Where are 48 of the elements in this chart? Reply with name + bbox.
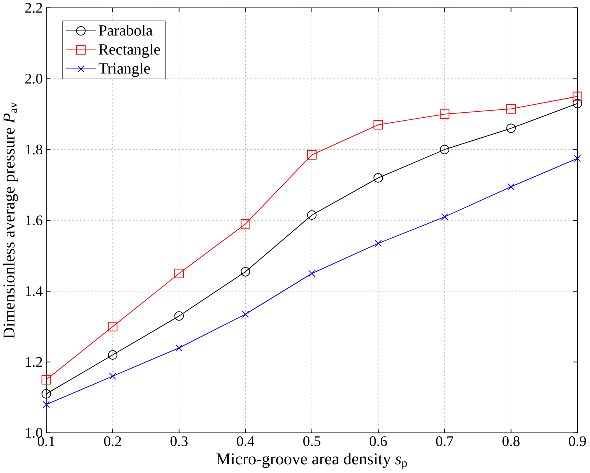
point	[572, 92, 582, 102]
x-tick-label: 0.9	[569, 436, 586, 447]
x-tick-label: 0.1	[38, 436, 55, 447]
point	[441, 214, 448, 221]
legend-label: Triangle	[98, 63, 150, 78]
point	[240, 220, 250, 230]
x-tick-label: 0.8	[502, 436, 520, 447]
point	[572, 99, 582, 109]
point	[43, 401, 50, 408]
point	[42, 375, 52, 385]
point	[42, 390, 52, 400]
point	[307, 150, 317, 160]
y-tick-label: 2.2	[26, 3, 42, 14]
point	[440, 145, 450, 155]
x-tick-label: 0.3	[170, 436, 188, 447]
x-tick-label: 0.2	[104, 436, 122, 447]
point	[242, 311, 250, 318]
point	[375, 240, 382, 248]
point	[374, 173, 384, 184]
point	[109, 373, 116, 380]
x-tick-label: 0.5	[304, 436, 321, 447]
y-tick-label: 1.6	[26, 216, 43, 226]
point	[240, 267, 250, 277]
point	[506, 124, 516, 134]
legend-label: Rectangle	[99, 44, 160, 58]
x-tick-label: 0.6	[370, 436, 388, 447]
x-tick-label: 0.4	[237, 436, 255, 447]
point	[574, 155, 582, 162]
legend-label: Parabola	[99, 25, 153, 36]
y-tick-label: 1.4	[26, 286, 43, 296]
y-tick-label: 1.8	[26, 144, 43, 155]
x-tick-label: 0.7	[436, 436, 454, 447]
y-tick-label: 1.0	[26, 428, 43, 438]
y-tick-label: 2.0	[26, 74, 43, 84]
point	[508, 184, 515, 191]
point	[506, 104, 516, 114]
point	[174, 269, 184, 279]
point	[307, 210, 317, 220]
y-axis-title: Dimensionless average pressure P$_{av}$	[3, 102, 18, 339]
x-axis-title: Micro-groove area density s$_{p}$	[216, 453, 408, 470]
y-tick-label: 1.2	[26, 357, 42, 368]
point	[308, 270, 316, 278]
point	[374, 120, 384, 130]
point	[174, 312, 184, 322]
point	[108, 322, 118, 332]
point	[108, 350, 118, 360]
point	[440, 110, 450, 120]
point	[176, 344, 183, 352]
